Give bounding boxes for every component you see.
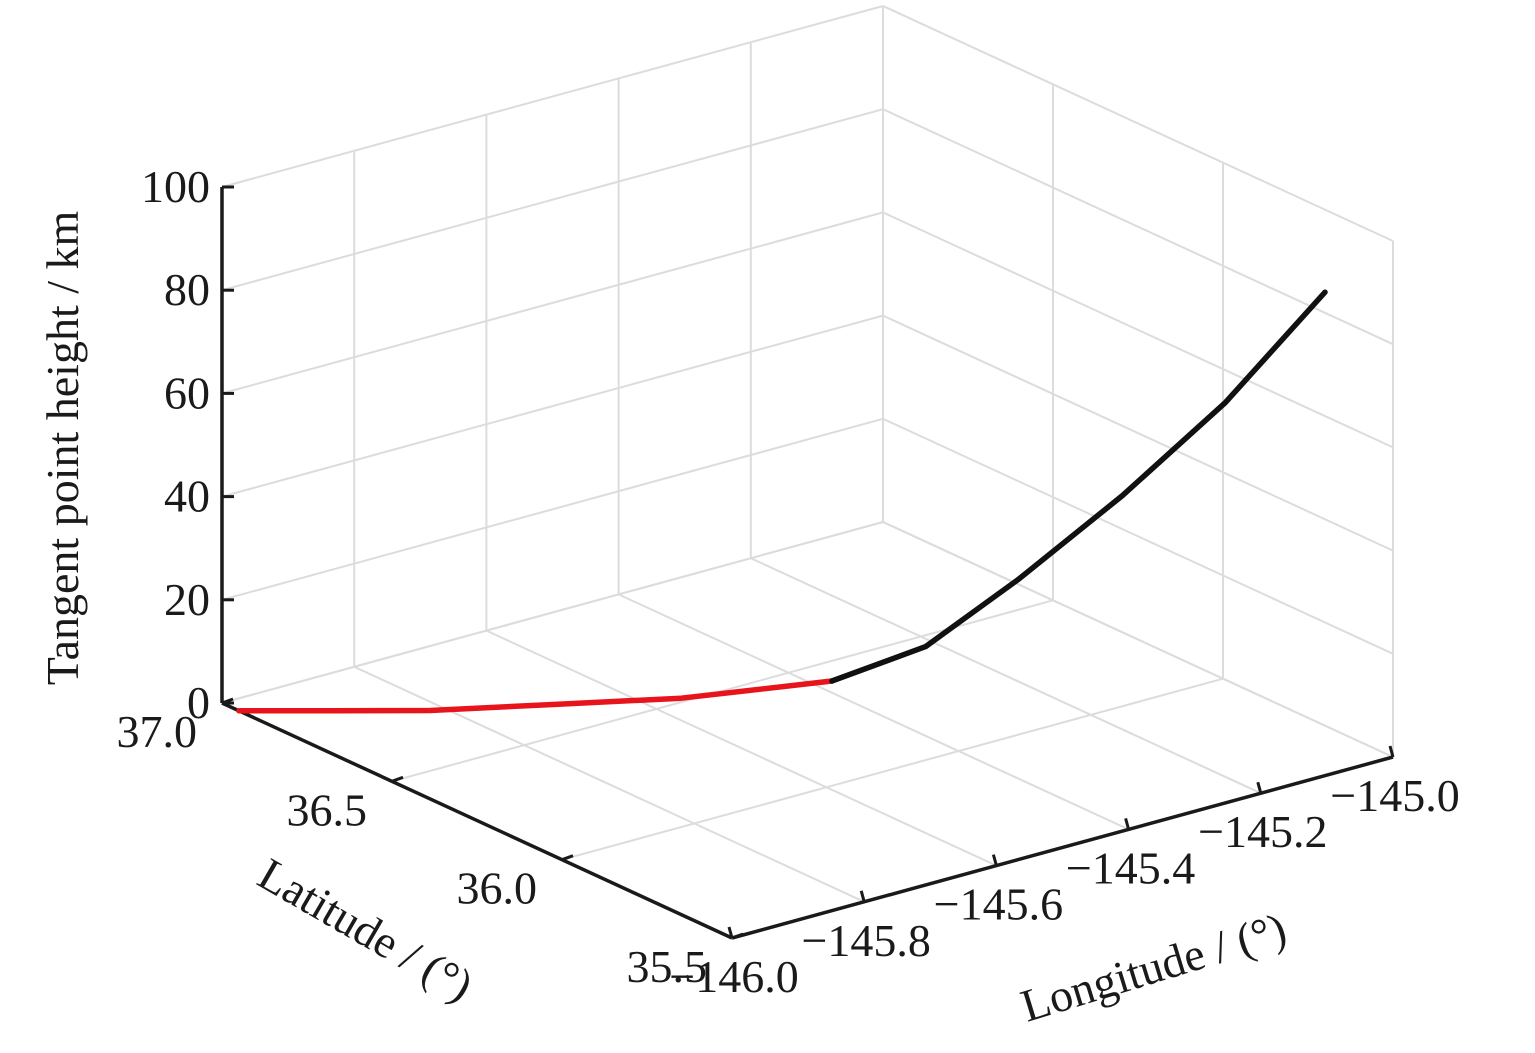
grid-line-floor-y xyxy=(221,521,884,704)
x-tick-label: −145.4 xyxy=(1066,842,1195,893)
grid-line-back-z xyxy=(221,5,884,188)
z-tick-label: 0 xyxy=(187,677,210,728)
y-tick-mark xyxy=(221,697,234,705)
x-tick-label: −145.6 xyxy=(934,879,1063,930)
y-tick-label: 36.0 xyxy=(457,863,538,914)
x-tick-mark xyxy=(991,854,998,866)
grid-line-side-z xyxy=(882,5,1394,242)
axis-layer xyxy=(220,185,1395,940)
tick-labels: 0 20 40 60 80 100 37.0 36.5 36.0 35.5−146.0−145.8… xyxy=(117,161,1460,1002)
y-tick-label: 35.5 xyxy=(627,941,708,992)
y-tick-mark xyxy=(561,854,574,862)
y-tick-mark xyxy=(391,775,404,783)
x-tick-mark xyxy=(1256,781,1263,794)
x-tick-mark xyxy=(859,890,866,903)
z-tick-label: 80 xyxy=(164,264,210,315)
grid-line-floor-y xyxy=(561,677,1224,861)
y-tick-mark xyxy=(731,932,744,940)
grid-line-back-z xyxy=(221,314,884,498)
grid-line-side-z xyxy=(882,108,1394,346)
z-tick-label: 100 xyxy=(141,161,210,212)
y-axis-title: Latitude / (°) xyxy=(250,848,482,1011)
grid-layer xyxy=(221,5,1394,939)
z-tick-label: 60 xyxy=(164,367,210,418)
x-tick-label: −145.0 xyxy=(1330,770,1459,821)
y-tick-label: 37.0 xyxy=(117,706,198,757)
grid-line-side-z xyxy=(882,417,1394,655)
series-line-2 xyxy=(829,289,1328,684)
y-tick-label: 36.5 xyxy=(287,784,368,835)
series-line-1 xyxy=(236,678,835,714)
grid-line-back-z xyxy=(221,211,884,395)
grid-line-back-z xyxy=(221,417,884,601)
z-tick-label: 20 xyxy=(164,574,210,625)
grid-line-floor-x xyxy=(882,521,1394,758)
x-tick-mark xyxy=(1124,818,1131,830)
x-tick-label: −145.8 xyxy=(801,915,930,966)
series-layer xyxy=(236,289,1328,714)
y-axis-line xyxy=(221,701,733,940)
grid-line-floor-x xyxy=(485,629,997,867)
z-axis-title: Tangent point height / km xyxy=(37,210,88,685)
x-tick-label: −145.2 xyxy=(1198,806,1327,857)
grid-line-floor-x xyxy=(618,593,1130,831)
z-tick-label: 40 xyxy=(164,471,210,522)
grid-line-floor-x xyxy=(353,665,865,903)
grid-line-side-z xyxy=(882,211,1394,449)
x-tick-label: −146.0 xyxy=(669,951,798,1002)
grid-line-side-z xyxy=(882,314,1394,552)
grid-line-back-z xyxy=(221,108,884,292)
grid-line-floor-x xyxy=(750,557,1262,795)
x-tick-mark xyxy=(727,926,734,939)
x-axis-line xyxy=(731,755,1394,940)
x-tick-mark xyxy=(1388,745,1395,758)
